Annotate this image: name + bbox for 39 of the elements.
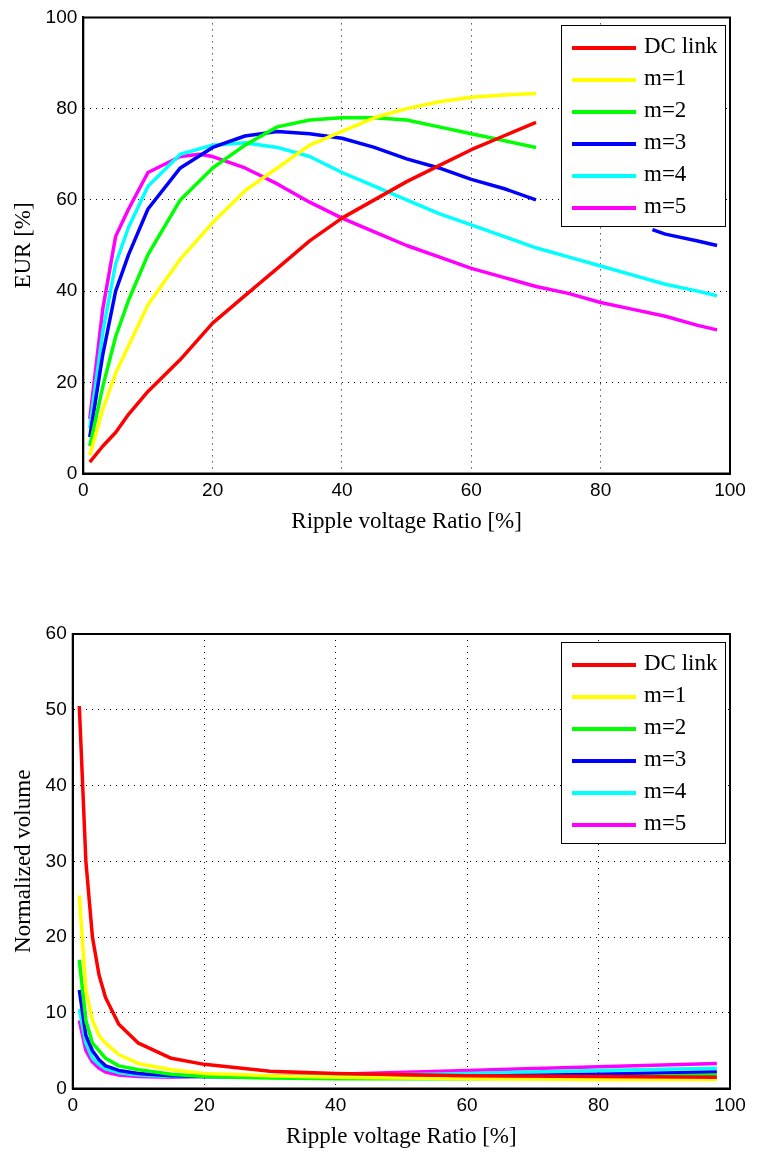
legend-label: m=2 xyxy=(644,714,687,739)
legend-label: m=1 xyxy=(644,65,687,91)
y-tick-label: 40 xyxy=(45,773,67,795)
y-tick-label: 10 xyxy=(45,1001,67,1023)
y-tick-label: 100 xyxy=(45,5,78,27)
y-tick-label: 50 xyxy=(45,698,67,719)
x-tick-label: 40 xyxy=(331,479,353,501)
x-tick-label: 80 xyxy=(590,479,612,501)
y-tick-label: 20 xyxy=(56,370,78,392)
x-tick-label: 60 xyxy=(460,479,482,501)
legend-label: m=1 xyxy=(644,682,687,707)
legend-label: m=2 xyxy=(644,97,687,123)
legend-label: m=4 xyxy=(644,778,687,803)
x-axis-title: Ripple voltage Ratio [%] xyxy=(286,1123,517,1149)
x-tick-label: 80 xyxy=(587,1094,610,1116)
y-tick-label: 30 xyxy=(45,849,67,871)
x-tick-label: 40 xyxy=(325,1094,347,1116)
x-tick-label: 60 xyxy=(456,1094,478,1116)
y-axis-title: EUR [%] xyxy=(9,202,35,289)
x-tick-label: 20 xyxy=(202,479,224,501)
y-tick-label: 20 xyxy=(45,925,67,947)
legend-label: m=5 xyxy=(644,810,687,835)
y-tick-label: 40 xyxy=(56,279,78,301)
y-tick-label: 80 xyxy=(56,96,78,118)
y-tick-label: 60 xyxy=(56,188,78,210)
legend-label: m=3 xyxy=(644,746,687,771)
legend-label: DC link xyxy=(644,650,718,675)
y-tick-label: 60 xyxy=(45,622,67,644)
x-tick-label: 20 xyxy=(193,1094,215,1116)
x-axis-title: Ripple voltage Ratio [%] xyxy=(291,508,522,534)
y-tick-label: 0 xyxy=(56,1076,67,1098)
y-tick-label: 0 xyxy=(66,461,78,483)
y-axis-title: Normalized volume xyxy=(9,769,35,953)
legend-label: m=5 xyxy=(644,193,687,219)
x-tick-label: 100 xyxy=(714,1094,746,1116)
legend-label: m=3 xyxy=(644,129,687,155)
x-tick-label: 100 xyxy=(714,479,746,501)
legend-label: DC link xyxy=(644,33,718,59)
legend-label: m=4 xyxy=(644,161,687,187)
